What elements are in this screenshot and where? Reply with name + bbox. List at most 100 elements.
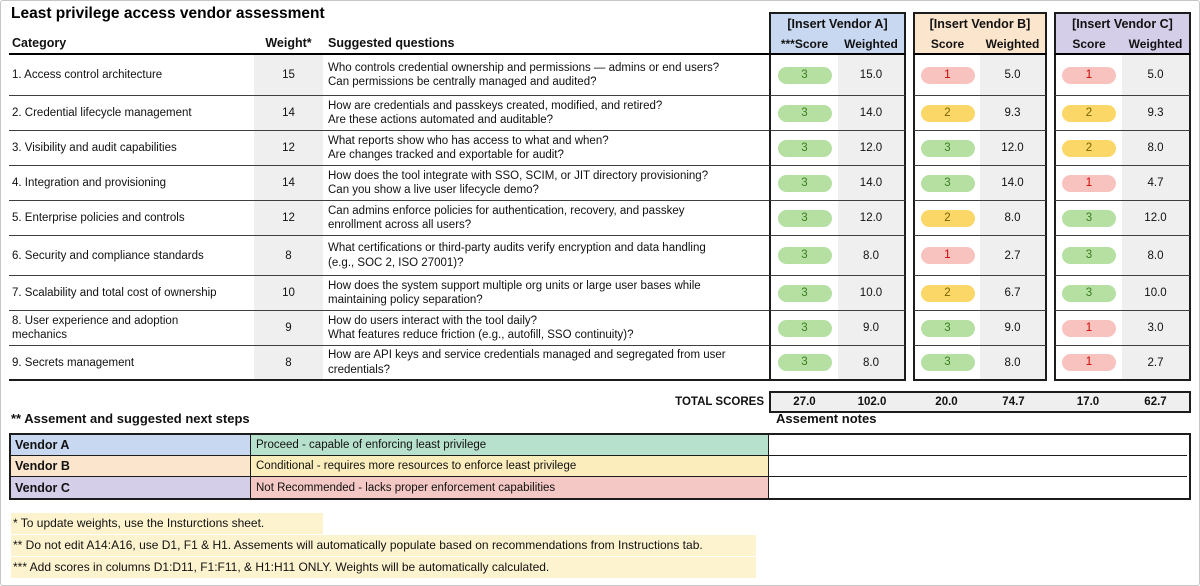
score-pill: 3 [1062, 209, 1116, 227]
question-line: How are credentials and passkeys created… [328, 99, 663, 112]
vendor-a-score-cell[interactable]: 3 [769, 276, 838, 311]
vendor-b-score-cell[interactable]: 3 [913, 166, 980, 201]
assessment-note-cell[interactable] [769, 456, 1187, 477]
assessment-table-bottom: Vendor A Proceed - capable of enforcing l… [9, 433, 1191, 500]
score-pill: 2 [1062, 139, 1116, 157]
vendor-b-score-cell[interactable]: 3 [913, 131, 980, 166]
vendor-c-weighted-cell: 2.7 [1122, 346, 1191, 381]
category-line: 7. Scalability and total cost of ownersh… [12, 287, 217, 299]
question-line: What features reduce friction (e.g., aut… [328, 329, 634, 341]
question-line: How does the tool integrate with SSO, SC… [328, 169, 709, 182]
total-value-cell: 62.7 [1122, 393, 1189, 411]
questions-text: What certifications or third-party audit… [328, 241, 706, 270]
totals-gap [906, 393, 913, 411]
vendor-a-weighted-cell: 12.0 [838, 131, 906, 166]
questions-cell: What certifications or third-party audit… [323, 236, 769, 276]
vendor-c-weighted-cell: 5.0 [1122, 55, 1191, 96]
vendor-a-score-cell[interactable]: 3 [769, 236, 838, 276]
vendor-b-score-cell[interactable]: 2 [913, 96, 980, 131]
vendor-c-weighted-header: Weighted [1122, 34, 1191, 55]
vendor-c-score-cell[interactable]: 1 [1054, 346, 1122, 381]
question-line: Can permissions be centrally managed and… [328, 76, 597, 88]
weight-cell: 9 [254, 311, 323, 346]
vendor-b-score-cell[interactable]: 3 [913, 311, 980, 346]
vendor-c-score-cell[interactable]: 3 [1054, 201, 1122, 236]
vendor-b-score-cell[interactable]: 1 [913, 55, 980, 96]
vendor-c-score-cell[interactable]: 3 [1054, 236, 1122, 276]
question-line: enrollment across all users? [328, 219, 472, 231]
vendor-c-score-cell[interactable]: 1 [1054, 55, 1122, 96]
column-header-questions: Suggested questions [323, 12, 769, 55]
assessment-note-cell[interactable] [769, 477, 1187, 498]
vendor-a-score-cell[interactable]: 3 [769, 96, 838, 131]
question-line: Are these actions automated and auditabl… [328, 114, 554, 126]
vendor-b-score-cell[interactable]: 2 [913, 201, 980, 236]
vendor-c-weighted-cell: 9.3 [1122, 96, 1191, 131]
page-title: Least privilege access vendor assessment [11, 5, 325, 22]
vendor-c-weighted-cell: 8.0 [1122, 131, 1191, 166]
questions-text: How are API keys and service credentials… [328, 348, 726, 377]
score-pill: 1 [920, 247, 975, 264]
category-line: 8. User experience and adoption [12, 315, 179, 327]
score-pill: 3 [920, 174, 975, 192]
vendor-a-score-cell[interactable]: 3 [769, 55, 838, 96]
vendor-b-weighted-cell: 9.3 [980, 96, 1047, 131]
question-line: How does the system support multiple org… [328, 279, 701, 292]
category-cell: 4. Integration and provisioning [9, 166, 254, 201]
vendor-a-score-cell[interactable]: 3 [769, 166, 838, 201]
questions-cell: How does the system support multiple org… [323, 276, 769, 311]
vendor-a-score-cell[interactable]: 3 [769, 346, 838, 381]
category-line: 1. Access control architecture [12, 69, 163, 81]
vendor-b-score-cell[interactable]: 1 [913, 236, 980, 276]
vendor-c-score-cell[interactable]: 3 [1054, 276, 1122, 311]
score-pill: 3 [777, 354, 832, 371]
total-value-cell: 74.7 [980, 393, 1047, 411]
questions-text: How does the system support multiple org… [328, 279, 701, 308]
question-line: How do users interact with the tool dail… [328, 314, 538, 327]
vendor-a-score-cell[interactable]: 3 [769, 201, 838, 236]
vendor-c-score-cell[interactable]: 1 [1054, 311, 1122, 346]
vendor-a-score-cell[interactable]: 3 [769, 311, 838, 346]
question-line: Are changes tracked and exportable for a… [328, 149, 564, 161]
category-text: 2. Credential lifecycle management [12, 106, 192, 120]
total-value-cell: 17.0 [1054, 393, 1122, 411]
question-line: What certifications or third-party audit… [328, 242, 706, 254]
vendor-c-weighted-cell: 8.0 [1122, 236, 1191, 276]
column-header-category: Category [9, 12, 254, 55]
score-pill: 3 [777, 284, 832, 302]
vendor-a-weighted-cell: 14.0 [838, 166, 906, 201]
vendor-b-weighted-cell: 9.0 [980, 311, 1047, 346]
questions-text: What reports show who has access to what… [328, 134, 609, 163]
score-pill: 3 [1062, 284, 1116, 302]
vendor-c-score-cell[interactable]: 1 [1054, 166, 1122, 201]
score-pill: 3 [777, 247, 832, 264]
score-pill: 1 [1062, 66, 1116, 84]
vendor-b-score-cell[interactable]: 3 [913, 346, 980, 381]
category-text: 1. Access control architecture [12, 68, 162, 82]
totals-gap [1047, 393, 1054, 411]
vendor-a-weighted-cell: 10.0 [838, 276, 906, 311]
vendor-a-score-cell[interactable]: 3 [769, 131, 838, 166]
vendor-b-weighted-cell: 6.7 [980, 276, 1047, 311]
vendor-c-score-cell[interactable]: 2 [1054, 131, 1122, 166]
vendor-a-weighted-cell: 15.0 [838, 55, 906, 96]
vendor-b-score-cell[interactable]: 2 [913, 276, 980, 311]
assessment-note-cell[interactable] [769, 435, 1187, 456]
questions-cell: How do users interact with the tool dail… [323, 311, 769, 346]
question-line: maintaining policy separation? [328, 294, 483, 306]
question-line: How are API keys and service credentials… [328, 349, 726, 361]
questions-text: How does the tool integrate with SSO, SC… [328, 169, 708, 198]
vendor-b-weighted-cell: 8.0 [980, 346, 1047, 381]
assessment-vendor-label: Vendor A [11, 435, 251, 456]
vendor-c-score-cell[interactable]: 2 [1054, 96, 1122, 131]
score-pill: 1 [1062, 354, 1116, 371]
questions-cell: Can admins enforce policies for authenti… [323, 201, 769, 236]
vendor-a-weighted-cell: 9.0 [838, 311, 906, 346]
assessment-table: Category Weight* Suggested questions [In… [9, 12, 1191, 381]
category-line: 2. Credential lifecycle management [12, 107, 192, 119]
score-pill: 3 [777, 66, 832, 84]
questions-text: How are credentials and passkeys created… [328, 99, 662, 128]
vendor-b-weighted-cell: 8.0 [980, 201, 1047, 236]
category-text: 8. User experience and adoption mechanics [12, 314, 178, 342]
